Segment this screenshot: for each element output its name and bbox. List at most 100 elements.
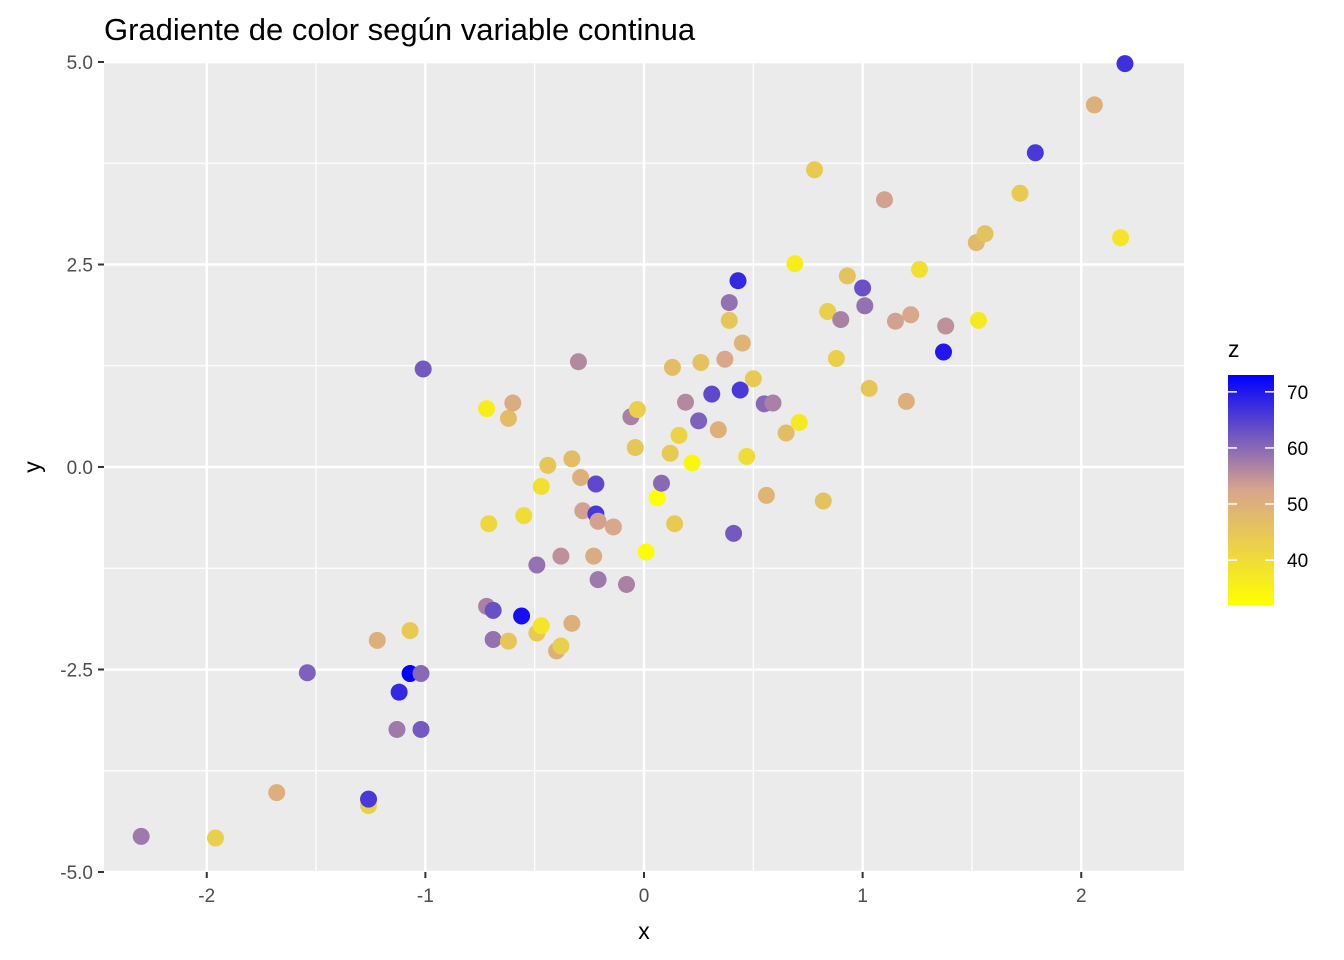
data-point	[484, 631, 502, 649]
data-point	[589, 512, 607, 530]
data-point	[572, 469, 590, 487]
data-point	[733, 334, 751, 352]
data-point	[854, 279, 872, 297]
data-point	[1116, 55, 1134, 73]
data-point	[360, 790, 378, 808]
data-point	[716, 350, 734, 368]
y-tick-label: 5.0	[67, 53, 93, 74]
data-point	[528, 556, 546, 574]
data-point	[897, 392, 915, 410]
data-point	[666, 515, 684, 533]
data-point	[677, 393, 695, 411]
data-point	[539, 456, 557, 474]
data-point	[738, 447, 756, 465]
data-point	[1112, 229, 1130, 247]
data-point	[902, 306, 920, 324]
data-point	[937, 317, 955, 335]
data-point	[703, 385, 721, 403]
legend-tick-label: 40	[1287, 551, 1308, 572]
data-point	[390, 683, 408, 701]
data-point	[744, 370, 762, 388]
y-tick-label: 2.5	[67, 256, 93, 277]
data-point	[729, 272, 747, 290]
data-point	[499, 632, 517, 650]
data-point	[661, 444, 679, 462]
data-point	[412, 720, 430, 738]
data-point	[1011, 184, 1029, 202]
data-point	[569, 353, 587, 371]
data-point	[875, 191, 893, 209]
data-point	[1085, 96, 1103, 114]
data-point	[268, 784, 286, 802]
data-point	[574, 502, 592, 520]
legend-tick-label: 50	[1287, 495, 1308, 516]
y-tick-label: -5.0	[60, 863, 93, 884]
data-points	[132, 55, 1134, 847]
data-point	[683, 454, 701, 472]
legend-tick-label: 60	[1287, 439, 1308, 460]
data-point	[860, 379, 878, 397]
data-point	[401, 622, 419, 640]
data-point	[298, 664, 316, 682]
data-point	[414, 360, 432, 378]
data-point	[814, 492, 832, 510]
data-point	[757, 486, 775, 504]
legend-ticks: 40 50 60 70	[1228, 383, 1308, 572]
data-point	[720, 311, 738, 329]
data-point	[589, 571, 607, 589]
data-point	[976, 225, 994, 243]
y-tick-label: -2.5	[60, 661, 93, 682]
data-point	[532, 477, 550, 495]
data-point	[720, 294, 738, 312]
data-point	[856, 297, 874, 315]
legend-colorbar	[1228, 375, 1274, 605]
data-point	[132, 827, 150, 845]
legend-title: z	[1228, 336, 1240, 362]
data-point	[819, 302, 837, 320]
data-point	[412, 665, 430, 683]
x-tick-label: -2	[198, 886, 215, 907]
data-point	[478, 400, 496, 418]
data-point	[515, 507, 533, 525]
data-point	[626, 439, 644, 457]
data-point	[690, 412, 708, 430]
data-point	[628, 400, 646, 418]
data-point	[652, 474, 670, 492]
data-point	[827, 349, 845, 367]
data-point	[552, 637, 570, 655]
data-point	[585, 547, 603, 565]
data-point	[368, 631, 386, 649]
x-axis-ticks: -2 -1 0 1 2	[198, 872, 1087, 907]
data-point	[388, 720, 406, 738]
data-point	[838, 267, 856, 285]
x-tick-label: 2	[1076, 886, 1087, 907]
data-point	[563, 614, 581, 632]
data-point	[786, 255, 804, 273]
color-legend: z 40 50 60 70	[1228, 336, 1308, 605]
data-point	[910, 260, 928, 278]
data-point	[206, 829, 224, 847]
data-point	[484, 601, 502, 619]
data-point	[552, 547, 570, 565]
data-point	[648, 489, 666, 507]
chart-title: Gradiente de color según variable contin…	[104, 12, 696, 47]
data-point	[692, 354, 710, 372]
x-tick-label: 0	[639, 886, 650, 907]
data-point	[935, 343, 953, 361]
data-point	[832, 311, 850, 329]
data-point	[725, 524, 743, 542]
legend-tick-label: 70	[1287, 383, 1308, 404]
x-axis-title: x	[638, 918, 650, 944]
data-point	[663, 358, 681, 376]
data-point	[504, 394, 522, 412]
data-point	[764, 394, 782, 412]
data-point	[513, 607, 531, 625]
data-point	[806, 161, 824, 179]
y-axis-title: y	[19, 461, 45, 473]
data-point	[731, 381, 749, 399]
data-point	[480, 515, 498, 533]
data-point	[670, 426, 688, 444]
data-point	[709, 421, 727, 439]
data-point	[777, 424, 795, 442]
